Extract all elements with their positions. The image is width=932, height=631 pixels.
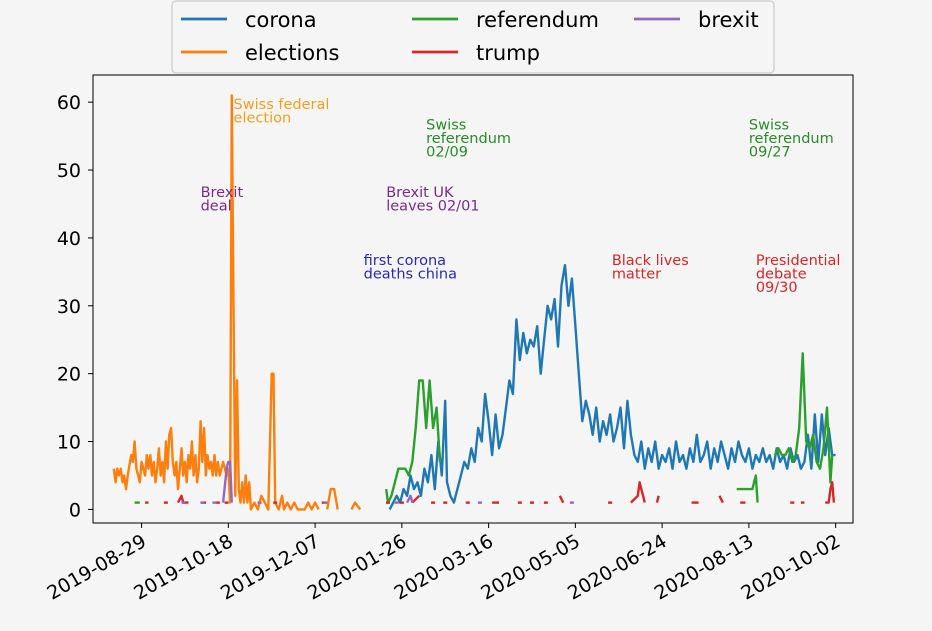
annotation-label: Swiss federal election [234,97,330,127]
annotation-line: Swiss [426,117,466,133]
annotation-line: deaths china [364,267,457,283]
series-line-trump [655,495,660,503]
annotation-label: Swiss referendum 09/27 [749,117,834,160]
annotation-line: debate [756,267,807,283]
legend-label-referendum: referendum [476,8,599,32]
y-tick-label: 60 [57,92,81,114]
series-line-referendum [773,352,834,484]
annotation-line: first corona [364,253,446,269]
series-line-trump [718,495,724,504]
series-line-trump [411,494,421,504]
series-line-elections [112,94,320,511]
annotation-label: Brexit UK leaves 02/01 [386,185,479,215]
legend: corona elections referendum trump brexit [171,0,775,74]
legend-label-brexit: brexit [698,8,759,32]
series-line-referendum [736,474,759,503]
series-line-brexit [221,460,233,503]
annotation-label: Brexit deal [201,185,244,215]
annotation-line: Brexit [201,185,244,201]
y-tick-label: 20 [57,364,81,386]
annotation-line: leaves 02/01 [386,199,479,215]
legend-label-elections: elections [245,41,339,65]
series-line-trump [630,481,646,504]
annotation-line: 09/30 [756,280,798,296]
annotation-label: first corona deaths china [364,253,457,283]
legend-label-corona: corona [245,8,317,32]
annotation-line: matter [612,267,661,283]
annotation-line: Black lives [612,253,689,269]
series-line-corona [388,263,836,510]
annotation-line: Presidential [756,253,841,269]
annotation-line: Brexit UK [386,185,454,201]
annotation-line: deal [201,199,232,215]
annotation-line: referendum [426,131,511,147]
series-line-trump [825,481,836,504]
annotation-line: Swiss federal [234,97,330,113]
y-tick-label: 10 [57,432,81,454]
annotation-label: Black lives matter [612,253,689,283]
annotation-line: referendum [749,131,834,147]
annotation-line: election [234,110,292,126]
plot-frame [92,74,854,524]
annotation-line: Swiss [749,117,789,133]
series-line-elections [350,501,362,511]
annotation-line: 09/27 [749,144,791,160]
series-line-trump [558,495,565,504]
annotation-label: Presidential debate 09/30 [756,253,841,296]
legend-box [171,0,775,74]
annotation-label: Swiss referendum 02/09 [426,117,511,160]
legend-label-trump: trump [476,41,540,65]
y-tick-label: 50 [57,160,81,182]
y-tick-label: 0 [69,499,81,521]
series-line-referendum [385,379,442,504]
y-tick-label: 40 [57,228,81,250]
y-tick-label: 30 [57,296,81,318]
series-line-brexit [406,494,414,504]
annotation-line: 02/09 [426,144,468,160]
series-line-elections [326,487,339,510]
